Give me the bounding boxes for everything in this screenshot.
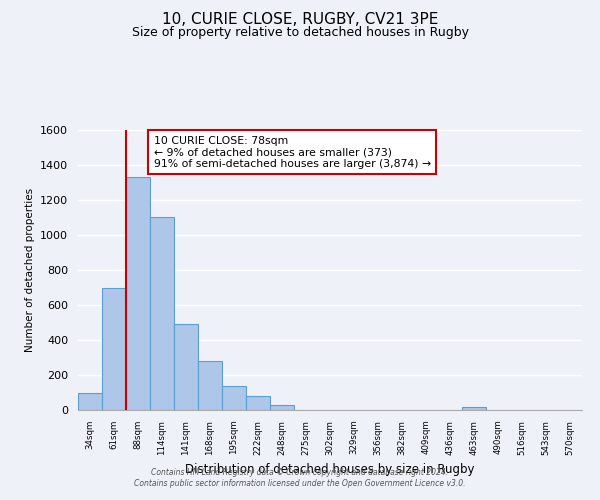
Bar xyxy=(126,178,150,410)
Text: 10, CURIE CLOSE, RUGBY, CV21 3PE: 10, CURIE CLOSE, RUGBY, CV21 3PE xyxy=(162,12,438,28)
Bar xyxy=(246,396,270,410)
Y-axis label: Number of detached properties: Number of detached properties xyxy=(25,188,35,352)
Bar xyxy=(150,218,174,410)
Bar xyxy=(198,361,222,410)
Text: Size of property relative to detached houses in Rugby: Size of property relative to detached ho… xyxy=(131,26,469,39)
Bar xyxy=(270,405,294,410)
Text: 10 CURIE CLOSE: 78sqm
← 9% of detached houses are smaller (373)
91% of semi-deta: 10 CURIE CLOSE: 78sqm ← 9% of detached h… xyxy=(154,136,431,169)
Bar xyxy=(462,408,486,410)
Bar xyxy=(102,288,126,410)
Bar xyxy=(174,324,198,410)
Bar xyxy=(78,392,102,410)
X-axis label: Distribution of detached houses by size in Rugby: Distribution of detached houses by size … xyxy=(185,463,475,476)
Text: Contains HM Land Registry data © Crown copyright and database right 2024.
Contai: Contains HM Land Registry data © Crown c… xyxy=(134,468,466,487)
Bar xyxy=(222,386,246,410)
